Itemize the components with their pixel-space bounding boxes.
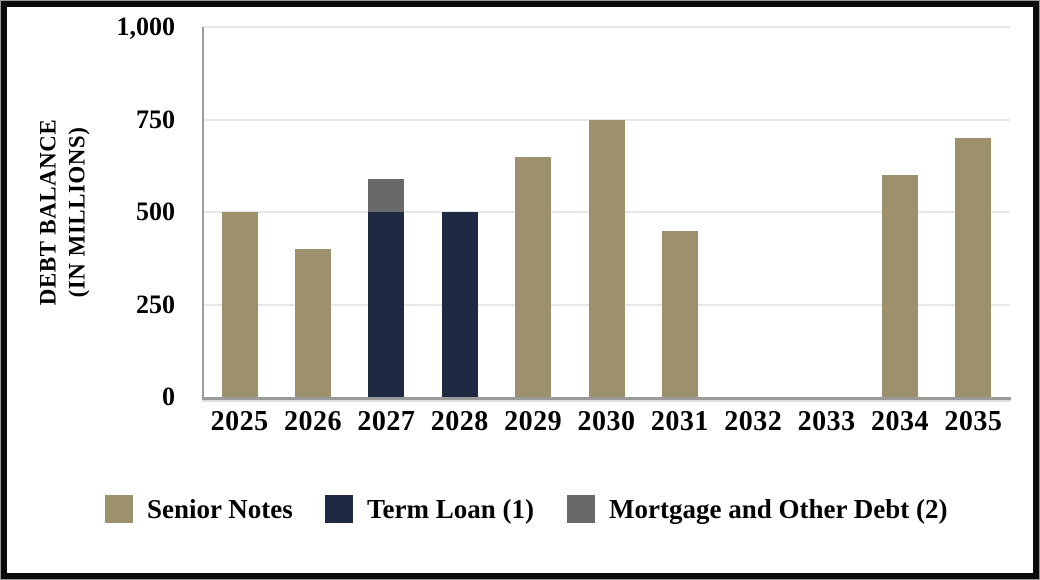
legend-label: Senior Notes [147,494,293,524]
legend-item-term-loan-1: Term Loan (1) [325,494,534,524]
y-tick-label-750: 750 [136,104,175,134]
x-tick-label-2029: 2029 [504,406,563,437]
legend-swatch [567,495,595,523]
x-tick-label-2034: 2034 [870,406,929,437]
bar-segment-2028-term-loan-1 [441,212,478,397]
legend-label: Term Loan (1) [367,494,534,524]
y-tick-label-0: 0 [162,382,175,411]
bar-segment-2026-senior-notes [295,249,332,397]
y-tick-label-500: 500 [136,197,175,226]
x-tick-label-2025: 2025 [210,406,269,437]
x-tick-label-2033: 2033 [797,406,856,437]
legend-label: Mortgage and Other Debt (2) [609,494,948,524]
x-axis-line [202,397,1011,400]
bar-segment-2031-senior-notes [661,230,698,397]
x-tick-label-2035: 2035 [944,406,1003,437]
legend-swatch [325,495,353,523]
legend-item-senior-notes: Senior Notes [105,494,293,524]
x-tick-label-2031: 2031 [650,406,709,437]
chart-stage: DEBT BALANCE (IN MILLIONS) Senior Notes T… [7,7,1033,573]
x-tick-label-2027: 2027 [357,406,416,437]
legend-swatch [105,495,133,523]
y-axis-line [202,27,204,399]
bar-segment-2025-senior-notes [221,212,258,397]
x-tick-label-2032: 2032 [724,406,783,437]
bar-segment-2030-senior-notes [588,119,625,397]
bar-segment-2029-senior-notes [515,156,552,397]
legend-item-mortgage-and-other-debt-2: Mortgage and Other Debt (2) [567,494,947,524]
x-tick-label-2028: 2028 [430,406,489,437]
x-tick-label-2030: 2030 [577,406,636,437]
y-axis-title: DEBT BALANCE (IN MILLIONS) [34,119,93,305]
y-axis-title-line1: DEBT BALANCE [35,118,61,306]
bar-segment-2035-senior-notes [955,138,992,397]
x-tick-label-2026: 2026 [284,406,343,437]
bar-segment-2027-mortgage-and-other-debt-2 [368,178,405,212]
gridline-1000 [203,26,1010,28]
bar-segment-2034-senior-notes [881,175,918,397]
y-tick-label-250: 250 [136,289,175,319]
bar-segment-2027-term-loan-1 [368,212,405,397]
y-tick-label-1000: 1,000 [116,12,176,41]
